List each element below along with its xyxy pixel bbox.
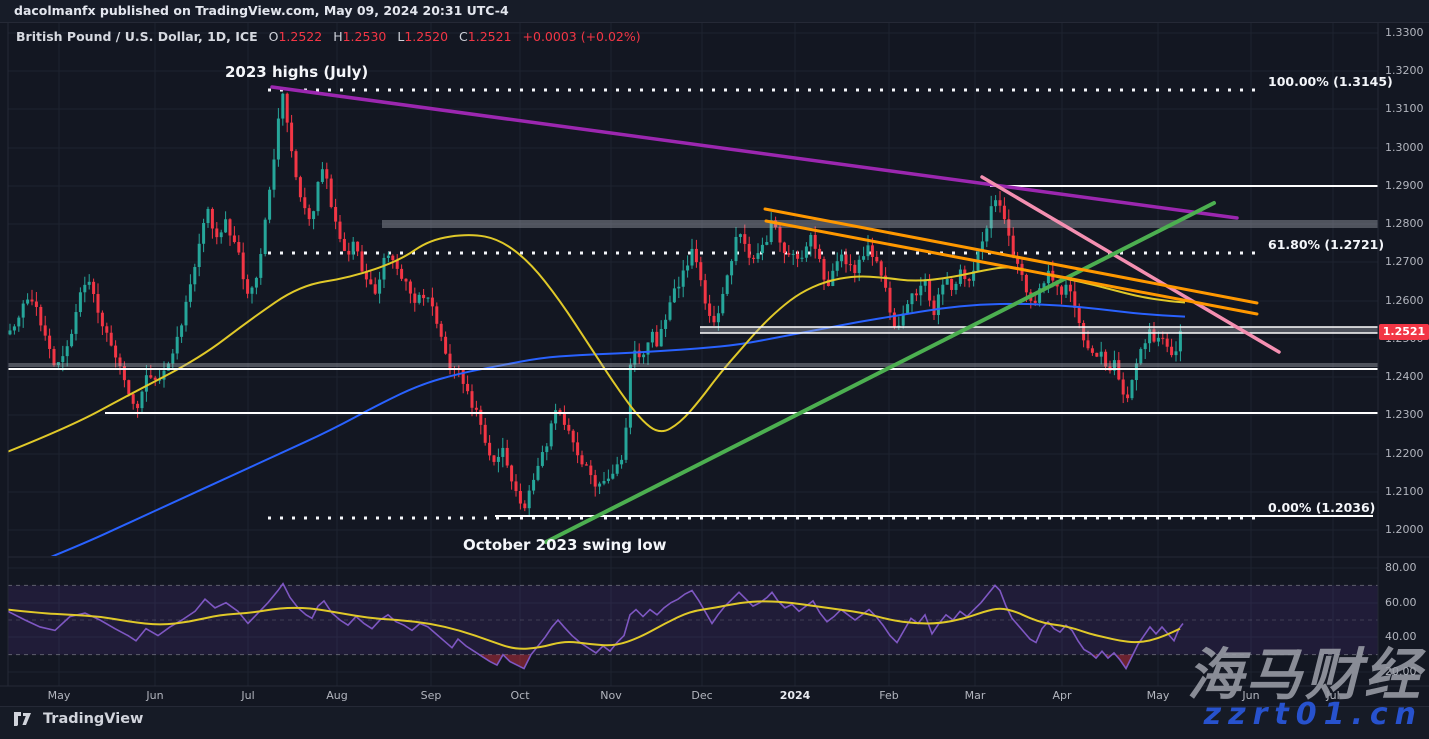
last-price-label: 1.2521 [1379, 324, 1429, 340]
price-tick-label: 1.3100 [1385, 102, 1424, 116]
time-tick-label: 2024 [779, 689, 811, 702]
close-label: C [459, 29, 468, 44]
high-label: H [333, 29, 343, 44]
tradingview-brand-text: TradingView [43, 711, 144, 727]
symbol-legend[interactable]: British Pound / U.S. Dollar, 1D, ICE O1.… [16, 29, 641, 44]
rsi-tick-label: 20.00 [1385, 665, 1417, 678]
bottom-strip [0, 706, 1429, 739]
change-value: +0.0003 (+0.02%) [522, 29, 641, 44]
time-tick-label: Nov [600, 689, 622, 702]
open-value: 1.2522 [278, 29, 323, 44]
price-tick-label: 1.2000 [1385, 523, 1424, 536]
price-tick-label: 1.2400 [1385, 370, 1424, 384]
close-value: 1.2521 [467, 29, 512, 44]
price-tick-label: 1.3200 [1385, 64, 1424, 78]
symbol-title: British Pound / U.S. Dollar, 1D, ICE [16, 29, 258, 44]
low-value: 1.2520 [404, 29, 449, 44]
watermark-cjk: 海马财经 [1187, 643, 1423, 708]
time-tick-label: Jun [146, 689, 164, 702]
price-tick-label: 1.2600 [1385, 293, 1424, 307]
price-tick-label: 1.3300 [1385, 26, 1424, 39]
price-tick-label: 1.2700 [1385, 255, 1424, 269]
time-tick-label: Dec [691, 689, 713, 702]
publisher-line: dacolmanfx published on TradingView.com,… [14, 3, 509, 18]
price-tick-label: 1.2800 [1385, 217, 1424, 231]
price-tick-label: 1.2100 [1385, 484, 1424, 498]
open-label: O [268, 29, 279, 44]
time-tick-label: Mar [964, 689, 986, 702]
time-tick-label: Jul [1326, 689, 1340, 702]
time-tick-label: Jun [1242, 689, 1260, 702]
price-tick-label: 1.2900 [1385, 178, 1424, 192]
fib-label-618: 61.80% (1.2721) [1268, 237, 1385, 252]
low-label: L [397, 29, 405, 44]
tradingview-attribution[interactable]: TradingView [14, 711, 143, 727]
high-value: 1.2530 [342, 29, 387, 44]
time-tick-label: Apr [1052, 689, 1072, 702]
fib-label-0: 0.00% (1.2036) [1268, 500, 1376, 515]
annotation-2023-highs: 2023 highs (July) [225, 63, 369, 81]
time-tick-label: Aug [326, 689, 348, 702]
rsi-tick-label: 60.00 [1385, 595, 1417, 609]
time-tick-label: Feb [879, 689, 899, 702]
watermark-url: zzrt01.cn [1203, 697, 1423, 732]
rsi-tick-label: 80.00 [1385, 561, 1417, 574]
fib-label-100: 100.00% (1.3145) [1268, 74, 1393, 89]
time-tick-label: Sep [420, 689, 442, 702]
price-tick-label: 1.3000 [1385, 140, 1424, 154]
time-tick-label: Oct [510, 689, 530, 702]
tradingview-logo-icon [14, 712, 31, 726]
publish-header-bar: dacolmanfx published on TradingView.com,… [0, 0, 1429, 23]
annotation-october-low: October 2023 swing low [463, 536, 667, 554]
price-tick-label: 1.2300 [1385, 408, 1424, 422]
price-tick-label: 1.2200 [1385, 446, 1424, 460]
time-tick-label: May [1146, 689, 1170, 702]
rsi-tick-label: 40.00 [1385, 630, 1417, 644]
time-tick-label: May [47, 689, 71, 702]
time-tick-label: Jul [241, 689, 255, 702]
